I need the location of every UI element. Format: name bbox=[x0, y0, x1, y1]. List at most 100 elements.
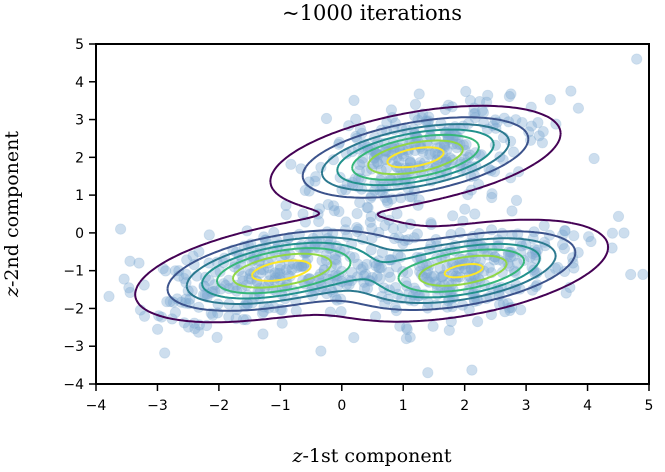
data-point bbox=[291, 261, 303, 274]
x-tick-label: −3 bbox=[147, 398, 168, 414]
data-point bbox=[524, 251, 536, 263]
data-point bbox=[159, 347, 171, 359]
data-point bbox=[274, 267, 286, 279]
data-point bbox=[362, 202, 374, 214]
data-point bbox=[309, 175, 321, 187]
y-tick-label: 4 bbox=[75, 75, 84, 91]
data-point bbox=[320, 112, 333, 125]
data-point bbox=[428, 270, 440, 282]
data-point bbox=[486, 191, 498, 204]
data-point bbox=[530, 249, 542, 261]
data-point bbox=[269, 267, 281, 279]
data-point bbox=[329, 253, 341, 265]
data-point bbox=[212, 307, 224, 319]
data-point bbox=[401, 280, 413, 292]
data-point bbox=[409, 98, 422, 111]
data-point bbox=[544, 94, 556, 106]
data-point bbox=[469, 107, 481, 120]
data-point bbox=[180, 293, 192, 305]
data-point bbox=[356, 156, 369, 168]
data-point bbox=[496, 266, 508, 278]
data-point bbox=[327, 200, 340, 212]
data-point bbox=[191, 270, 203, 282]
data-point bbox=[525, 120, 538, 132]
data-point bbox=[625, 268, 637, 281]
data-point bbox=[133, 257, 145, 269]
data-point bbox=[404, 331, 416, 343]
data-point bbox=[353, 159, 366, 171]
data-point bbox=[374, 272, 386, 285]
data-point bbox=[373, 262, 386, 274]
data-point bbox=[538, 220, 550, 232]
data-point bbox=[315, 345, 327, 357]
data-point bbox=[515, 304, 527, 316]
y-tick-label: 1 bbox=[75, 188, 84, 204]
data-point bbox=[169, 306, 181, 318]
data-point bbox=[115, 223, 127, 235]
data-point bbox=[559, 225, 571, 237]
data-point bbox=[357, 261, 369, 273]
data-point bbox=[503, 90, 515, 103]
data-point bbox=[355, 263, 367, 276]
data-point bbox=[257, 328, 269, 340]
plot-frame bbox=[95, 43, 650, 385]
contour-level bbox=[185, 123, 557, 305]
data-point bbox=[365, 210, 377, 222]
data-point bbox=[348, 94, 360, 107]
data-point bbox=[483, 261, 495, 274]
data-point bbox=[187, 250, 199, 262]
x-tick-label: 5 bbox=[645, 398, 654, 414]
data-point bbox=[118, 273, 130, 285]
data-point bbox=[161, 296, 173, 308]
y-axis-label: z-2nd component bbox=[1, 131, 23, 298]
data-point bbox=[299, 184, 311, 196]
data-point bbox=[442, 99, 455, 111]
data-point bbox=[486, 188, 498, 200]
data-point bbox=[351, 208, 363, 220]
data-point bbox=[334, 293, 347, 305]
contour-level bbox=[201, 128, 541, 300]
data-point bbox=[192, 326, 205, 338]
data-point bbox=[427, 320, 439, 332]
data-point bbox=[532, 117, 544, 129]
data-point bbox=[505, 88, 517, 100]
data-point bbox=[280, 209, 292, 221]
data-point bbox=[582, 231, 595, 243]
data-point bbox=[244, 264, 256, 277]
data-point bbox=[400, 332, 412, 345]
data-point bbox=[423, 149, 436, 161]
y-axis-ticks: −4 −3 −2 −1 0 1 2 3 4 5 bbox=[63, 37, 96, 393]
data-point bbox=[290, 305, 302, 317]
data-point bbox=[103, 290, 115, 302]
data-point bbox=[274, 263, 286, 276]
data-point bbox=[533, 130, 545, 142]
data-point bbox=[413, 88, 425, 100]
data-point bbox=[385, 104, 397, 116]
data-point bbox=[606, 242, 618, 254]
data-point bbox=[180, 268, 192, 280]
data-point bbox=[460, 138, 472, 150]
y-tick-label: 0 bbox=[75, 226, 84, 242]
x-tick-label: −2 bbox=[209, 398, 230, 414]
data-point bbox=[310, 171, 322, 183]
data-point bbox=[482, 89, 494, 101]
data-point bbox=[286, 263, 298, 275]
data-point bbox=[348, 331, 360, 344]
data-point bbox=[382, 197, 394, 209]
density-contours bbox=[134, 104, 610, 324]
y-tick-label: 2 bbox=[75, 150, 84, 166]
data-point bbox=[631, 53, 643, 65]
data-point bbox=[280, 263, 292, 276]
data-point bbox=[471, 315, 484, 328]
y-tick-label: −2 bbox=[63, 301, 84, 317]
contour-level bbox=[166, 116, 577, 312]
data-point bbox=[380, 153, 392, 165]
data-point bbox=[383, 266, 395, 278]
data-point bbox=[618, 227, 630, 239]
data-point bbox=[425, 271, 437, 283]
data-point bbox=[371, 156, 383, 168]
data-point bbox=[391, 208, 403, 220]
x-tick-label: 3 bbox=[522, 398, 531, 414]
data-point bbox=[558, 265, 571, 277]
data-point bbox=[606, 227, 619, 239]
